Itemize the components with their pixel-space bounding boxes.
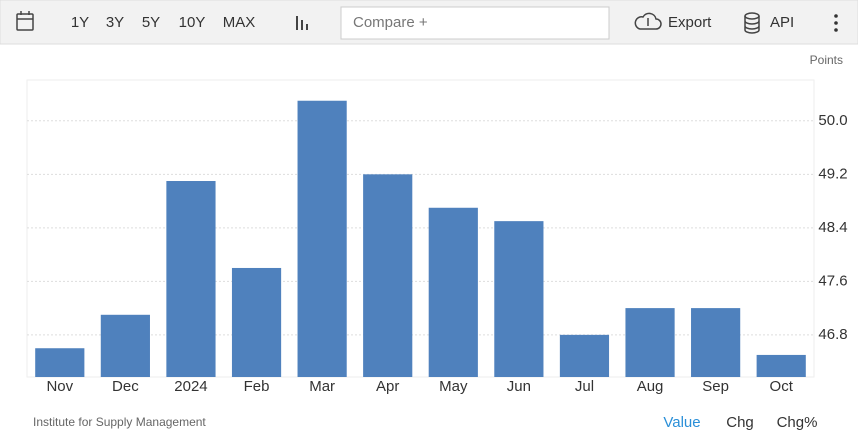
plot-frame — [26, 79, 815, 378]
export-icon[interactable] — [634, 12, 662, 30]
y-axis-unit: Points — [810, 53, 843, 67]
source: Institute for Supply Management — [33, 415, 206, 429]
y-tick-label: 48.4 — [818, 219, 847, 236]
range-button[interactable]: 5Y — [142, 14, 160, 31]
x-tick-label: 2024 — [174, 378, 207, 395]
range-button[interactable]: 3Y — [106, 14, 124, 31]
bar — [625, 308, 675, 377]
view-tab[interactable]: Chg — [726, 414, 754, 431]
export-button[interactable]: Export — [668, 14, 712, 31]
bar — [494, 221, 544, 377]
y-tick-label: 47.6 — [818, 272, 847, 289]
bar — [297, 100, 347, 378]
bar — [428, 207, 478, 377]
x-tick-label: Jun — [507, 378, 531, 395]
calendar-icon[interactable] — [16, 11, 34, 31]
x-tick-label: Aug — [637, 378, 664, 395]
bar — [35, 348, 85, 377]
x-tick-label: Dec — [112, 378, 139, 395]
x-tick-label: Jul — [575, 378, 594, 395]
x-tick-label: Sep — [702, 378, 729, 395]
x-tick-label: May — [439, 378, 468, 395]
x-tick-label: Mar — [309, 378, 335, 395]
chart-type-icon[interactable] — [296, 16, 308, 30]
compare-input[interactable] — [340, 6, 610, 40]
view-tab[interactable]: Value — [663, 414, 700, 431]
y-tick-label: 50.0 — [818, 112, 847, 129]
y-tick-label: 46.8 — [818, 326, 847, 343]
range-button[interactable]: MAX — [223, 14, 256, 31]
x-tick-label: Oct — [770, 378, 794, 395]
bar — [756, 354, 806, 377]
range-button[interactable]: 1Y — [71, 14, 89, 31]
api-button[interactable]: API — [770, 14, 794, 31]
range-button[interactable]: 10Y — [179, 14, 206, 31]
bar — [559, 334, 610, 377]
y-tick-label: 49.2 — [818, 165, 847, 182]
x-tick-label: Apr — [376, 378, 399, 395]
x-tick-label: Feb — [244, 378, 270, 395]
bar — [231, 267, 282, 377]
view-tab[interactable]: Chg% — [777, 414, 818, 431]
api-icon[interactable] — [744, 12, 760, 34]
compare-placeholder[interactable]: Compare + — [353, 14, 428, 31]
bar — [166, 181, 216, 377]
bar — [691, 308, 741, 377]
menu-icon[interactable] — [834, 14, 838, 32]
x-tick-label: Nov — [46, 378, 73, 395]
bar — [100, 314, 150, 377]
bar — [363, 174, 413, 377]
